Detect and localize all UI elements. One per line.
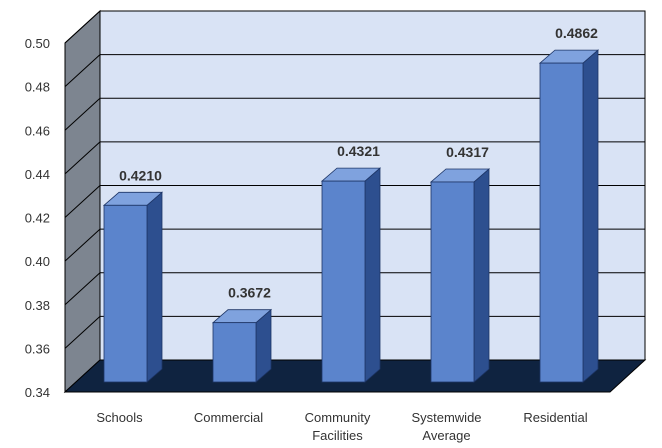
data-label: 0.4862 xyxy=(555,25,598,41)
y-tick-label: 0.50 xyxy=(25,36,50,51)
bar-side xyxy=(582,49,599,383)
bar xyxy=(211,308,273,383)
y-tick-label: 0.40 xyxy=(25,254,50,269)
bar-front xyxy=(212,322,257,383)
y-tick-label: 0.34 xyxy=(25,385,50,400)
y-tick-label: 0.48 xyxy=(25,80,50,95)
bar-front xyxy=(539,62,584,383)
y-tick-label: 0.44 xyxy=(25,167,50,182)
data-label: 0.4210 xyxy=(119,167,162,183)
y-tick-label: 0.42 xyxy=(25,211,50,226)
x-tick-label: Systemwide Average xyxy=(411,410,481,443)
gridline-side xyxy=(64,54,101,87)
gridline-side xyxy=(64,10,101,44)
bars: 0.4210 0.3672 0.4321 0.4317 0.4862 xyxy=(102,25,600,383)
y-tick-label: 0.46 xyxy=(25,123,50,138)
bar-front xyxy=(430,181,475,383)
gridline-side xyxy=(64,316,101,349)
y-axis: 0.34 0.36 0.38 0.40 0.42 0.44 0.46 0.48 0.50 xyxy=(25,36,50,400)
bar-side xyxy=(473,168,490,383)
x-tick-label: Residential xyxy=(523,410,587,425)
gridline-side xyxy=(64,272,101,306)
bar-side xyxy=(146,191,163,383)
x-tick-label: Schools xyxy=(96,410,143,425)
x-axis: Schools Commercial Community Facilities Syst… xyxy=(96,410,587,443)
bar-front xyxy=(321,180,366,383)
bar xyxy=(429,168,491,383)
bar xyxy=(538,49,600,383)
gridline-side xyxy=(64,141,101,175)
data-label: 0.4317 xyxy=(446,144,489,160)
bar xyxy=(320,167,382,383)
y-tick-label: 0.36 xyxy=(25,341,50,356)
x-tick-label: Commercial xyxy=(194,410,263,425)
gridline-side xyxy=(64,185,101,218)
bar-side xyxy=(364,167,381,383)
gridline-side xyxy=(64,228,101,262)
bar-front xyxy=(103,204,148,383)
bar xyxy=(102,191,164,383)
y-tick-label: 0.38 xyxy=(25,298,50,313)
x-tick-label: Community Facilities xyxy=(305,410,371,443)
gridline-side xyxy=(64,97,101,131)
data-label: 0.4321 xyxy=(337,143,380,159)
data-label: 0.3672 xyxy=(228,285,271,301)
